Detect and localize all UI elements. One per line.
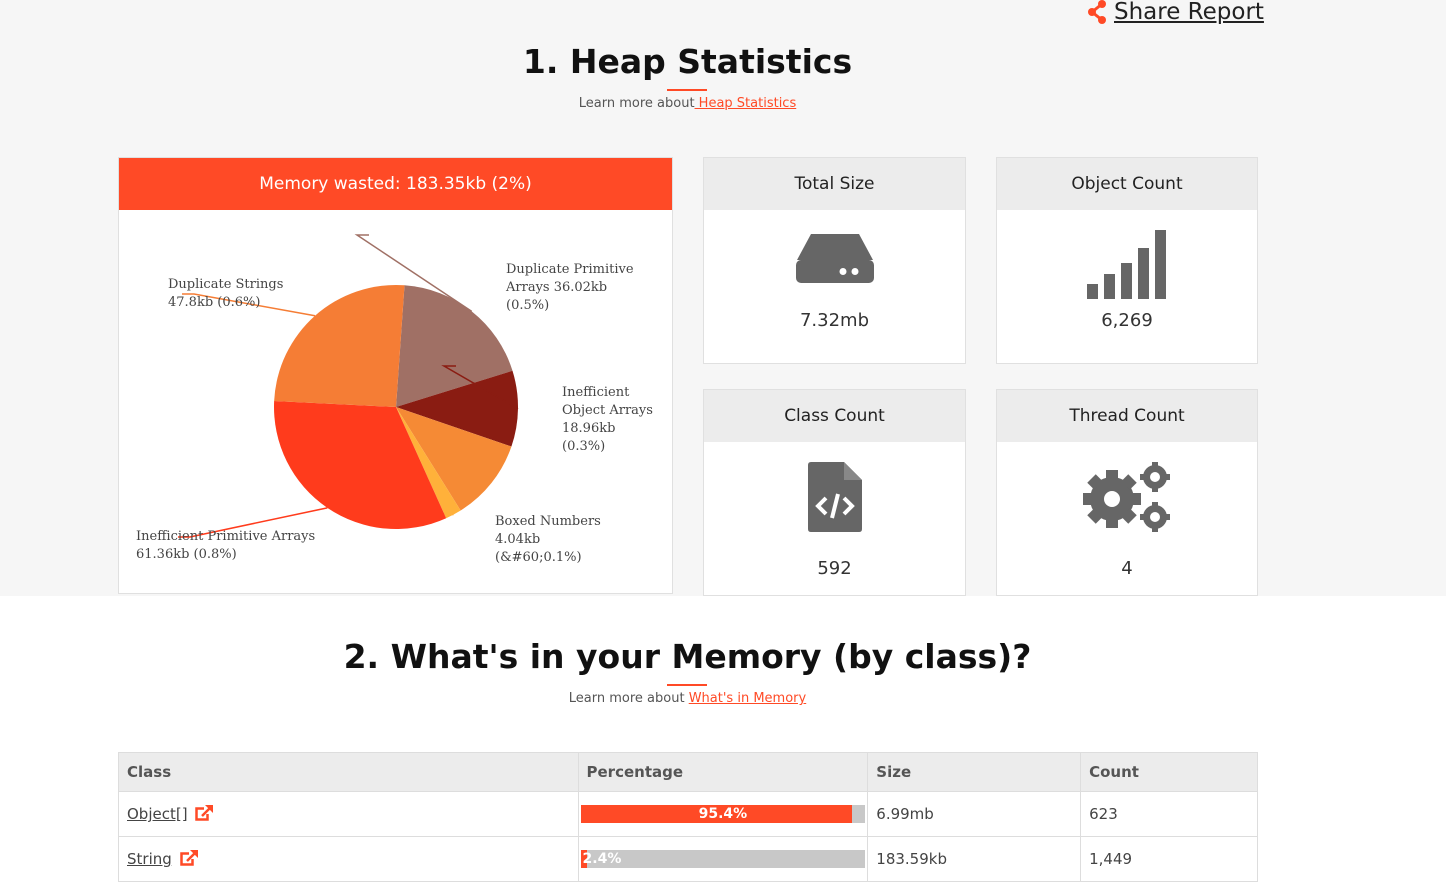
heap-statistics-title: 1. Heap Statistics <box>522 42 853 81</box>
share-report-label: Share Report <box>1114 0 1264 25</box>
class-cell: Object[] <box>118 791 579 837</box>
table-row: Object[] 95.4% 6.99mb 623 <box>118 791 1258 837</box>
percentage-cell: 95.4% <box>577 791 869 837</box>
share-icon <box>1088 0 1106 24</box>
table-header-row: Class Percentage Size Count <box>118 752 1258 792</box>
percentage-cell: 2.4% <box>577 836 869 882</box>
count-cell: 1,449 <box>1080 836 1258 882</box>
size-cell: 183.59kb <box>867 836 1082 882</box>
external-link-icon[interactable] <box>179 850 198 866</box>
percentage-label: 2.4% <box>582 851 622 867</box>
percentage-label: 95.4% <box>698 806 748 822</box>
signal-bars-icon <box>1087 230 1166 299</box>
count-cell: 623 <box>1080 791 1258 837</box>
class-link[interactable]: String <box>127 850 172 868</box>
total-size-label: Total Size <box>704 158 965 210</box>
column-header-class[interactable]: Class <box>118 752 579 792</box>
memory-by-class-title: 2. What's in your Memory (by class)? <box>343 637 1032 676</box>
label-boxed-numbers: Boxed Numbers 4.04kb (&#60;0.1%) <box>495 514 601 565</box>
pie-slice[interactable] <box>396 285 513 407</box>
title-underline <box>667 684 707 686</box>
class-count-panel: Class Count 592 <box>703 389 966 596</box>
percentage-bar: 2.4% <box>580 850 866 868</box>
total-size-panel: Total Size 7.32mb <box>703 157 966 364</box>
title-underline <box>667 89 707 91</box>
object-count-panel: Object Count 6,269 <box>996 157 1258 364</box>
heap-statistics-link[interactable]: Heap Statistics <box>694 96 797 111</box>
object-count-label: Object Count <box>997 158 1257 210</box>
size-cell: 6.99mb <box>867 791 1082 837</box>
external-link-icon[interactable] <box>195 805 214 821</box>
code-file-icon <box>807 462 862 532</box>
thread-count-value: 4 <box>1121 558 1133 579</box>
object-count-value: 6,269 <box>1101 310 1153 331</box>
pie-leader-line <box>178 507 328 538</box>
memory-wasted-pie-chart <box>178 234 519 538</box>
total-size-value: 7.32mb <box>799 310 870 331</box>
memory-wasted-header: Memory wasted: 183.35kb (2%) <box>119 158 672 210</box>
label-duplicate-strings: Duplicate Strings 47.8kb (0.6%) <box>168 277 284 310</box>
label-inefficient-primitive-arrays: Inefficient Primitive Arrays 61.36kb (0.… <box>136 529 316 562</box>
whats-in-memory-link[interactable]: What's in Memory <box>688 691 807 706</box>
percentage-bar-fill <box>580 805 853 823</box>
pie-slice[interactable] <box>396 370 518 447</box>
pie-leader-line <box>441 365 519 410</box>
thread-count-label: Thread Count <box>997 390 1257 442</box>
hard-drive-icon <box>795 234 874 283</box>
column-header-count[interactable]: Count <box>1080 752 1258 792</box>
pie-slice[interactable] <box>396 407 512 511</box>
memory-learn-more: Learn more about What's in Memory <box>0 691 1375 706</box>
table-row: String 2.4% 183.59kb 1,449 <box>118 836 1258 882</box>
thread-count-panel: Thread Count <box>996 389 1258 596</box>
class-link[interactable]: Object[] <box>127 805 188 823</box>
learn-more-prefix: Learn more about <box>568 691 685 706</box>
pie-leader-line <box>182 293 316 317</box>
memory-wasted-panel: Memory wasted: 183.35kb (2%) <box>118 157 673 594</box>
column-header-percentage[interactable]: Percentage <box>577 752 869 792</box>
learn-more-prefix: Learn more about <box>578 96 695 111</box>
class-cell: String <box>118 836 579 882</box>
label-duplicate-primitive-arrays: Duplicate Primitive Arrays 36.02kb (0.5%… <box>506 262 634 313</box>
percentage-bar-fill <box>580 850 588 868</box>
gears-icon <box>1083 462 1170 532</box>
column-header-size[interactable]: Size <box>867 752 1082 792</box>
class-count-value: 592 <box>817 558 852 579</box>
pie-slice[interactable] <box>273 401 447 529</box>
pie-slice[interactable] <box>396 407 461 519</box>
class-count-label: Class Count <box>704 390 965 442</box>
class-table: Class Percentage Size Count Object[] 95.… <box>118 752 1258 882</box>
percentage-bar: 95.4% <box>580 805 866 823</box>
pie-slice[interactable] <box>274 285 405 407</box>
heap-learn-more: Learn more about Heap Statistics <box>0 96 1375 111</box>
share-report-link[interactable]: Share Report <box>1086 0 1264 25</box>
label-inefficient-object-arrays: Inefficient Object Arrays 18.96kb (0.3%) <box>562 385 653 454</box>
pie-leader-line <box>354 234 473 312</box>
